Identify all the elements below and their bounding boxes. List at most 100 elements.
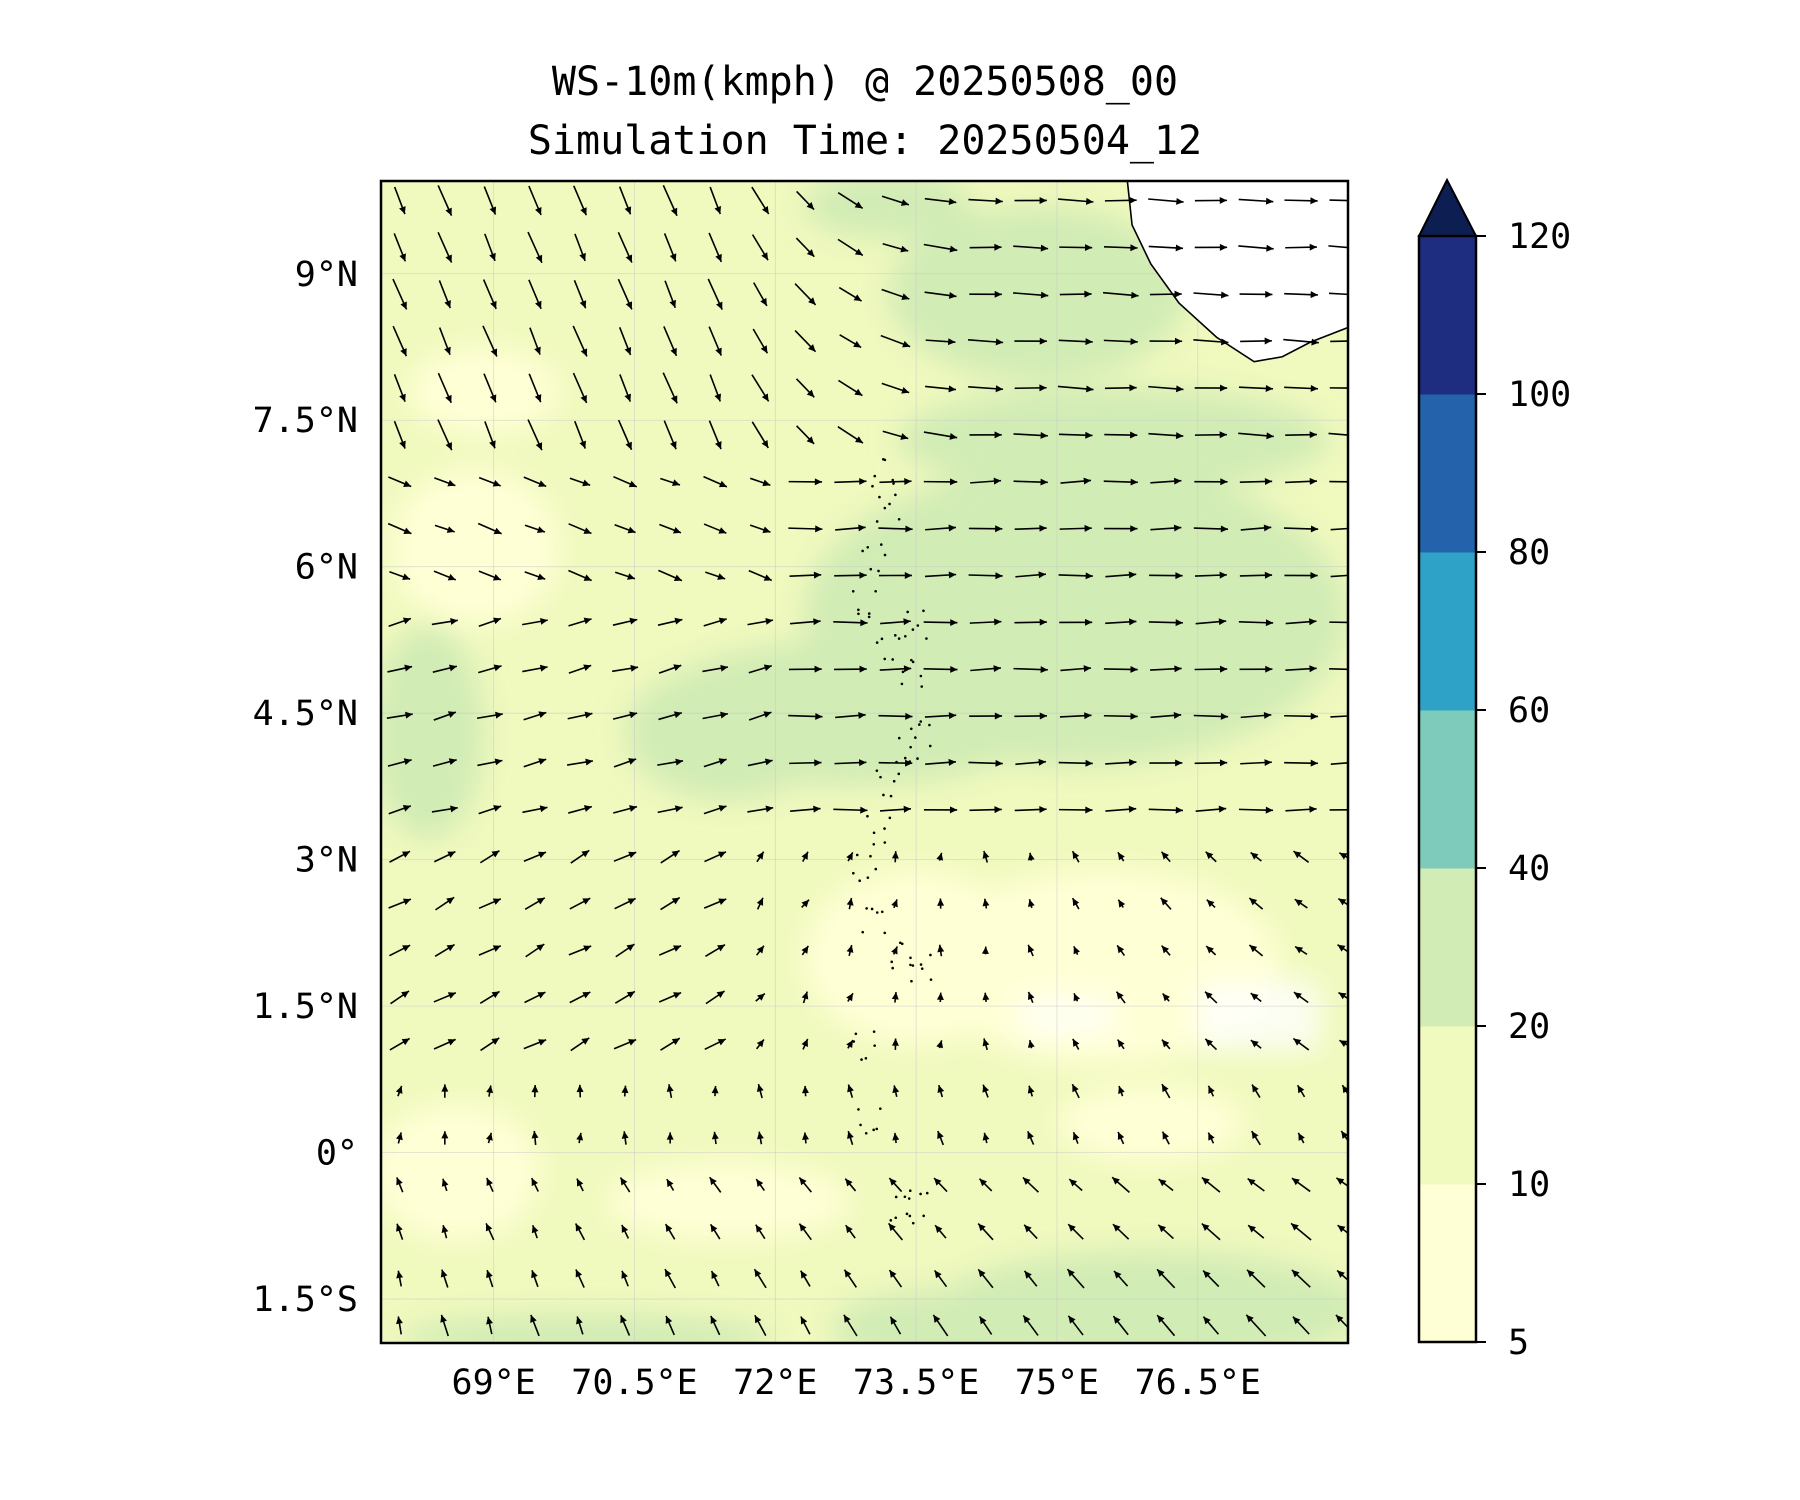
wind-arrow (878, 712, 913, 720)
wind-arrow (1023, 1224, 1038, 1240)
wind-arrow-head (949, 433, 958, 440)
wind-arrow (1027, 852, 1035, 861)
wind-arrow (937, 1130, 945, 1146)
wind-arrow-head (995, 759, 1003, 767)
wind-arrow-head (620, 1177, 628, 1186)
wind-arrow (788, 665, 822, 673)
atoll-dot (894, 1195, 898, 1199)
wind-arrow (708, 232, 723, 263)
wind-arrow (705, 571, 726, 580)
wind-arrow-head (853, 294, 862, 302)
wind-arrow (617, 231, 633, 263)
wind-arrow-head (1040, 431, 1048, 439)
wind-arrow-head (979, 1316, 987, 1325)
wind-arrow-head (1040, 666, 1048, 674)
atoll-dot (911, 628, 915, 631)
wind-arrow-head (494, 758, 503, 766)
wind-arrow (982, 898, 990, 909)
wind-arrow (891, 851, 899, 863)
wind-arrow-head (717, 851, 726, 859)
wind-arrow-head (994, 290, 1002, 298)
wind-arrow (933, 1269, 948, 1288)
wind-arrow-head (1250, 993, 1259, 1001)
wind-arrow (1336, 1269, 1348, 1282)
atoll-dot (891, 658, 895, 661)
wind-arrow-head (447, 1039, 456, 1046)
atoll-dot (880, 910, 884, 914)
wind-arrow (880, 618, 911, 626)
wind-arrow-head (666, 1132, 674, 1140)
atoll-dot (877, 569, 880, 573)
wind-arrow-head (396, 1223, 403, 1232)
wind-arrow (441, 1178, 449, 1192)
atoll-dot (888, 816, 892, 820)
wind-arrow (1284, 291, 1318, 299)
wind-arrow (1338, 991, 1348, 1000)
wind-arrow (1116, 944, 1126, 957)
wind-arrow-head (900, 245, 909, 253)
wind-arrow (794, 330, 817, 353)
wind-arrow-head (1294, 899, 1303, 907)
atoll-dot (890, 960, 894, 964)
wind-arrow (523, 758, 547, 768)
wind-arrow (524, 897, 546, 911)
wind-arrow-head (1039, 524, 1047, 532)
wind-arrow-head (714, 393, 721, 402)
wind-arrow (837, 192, 864, 210)
wind-arrow (970, 665, 1001, 673)
wind-arrow (388, 805, 412, 815)
wind-arrow (1250, 992, 1262, 1003)
wind-arrow-head (891, 1038, 899, 1046)
wind-arrow (396, 1270, 404, 1287)
wind-arrow-head (936, 852, 944, 861)
wind-arrow-head (1129, 758, 1137, 766)
wind-arrow-head (1072, 851, 1080, 860)
atoll-dot (857, 608, 860, 612)
wind-arrow (433, 570, 457, 581)
wind-arrow-head (1336, 1177, 1345, 1185)
wind-arrow (834, 571, 867, 579)
wind-arrow (528, 373, 542, 403)
wind-arrow (570, 1037, 590, 1052)
wind-arrow (613, 475, 638, 488)
wind-arrow-head (671, 850, 680, 858)
wind-arrow (524, 571, 546, 581)
wind-arrow-head (1310, 572, 1318, 580)
atoll-dot (875, 1127, 879, 1131)
wind-arrow-head (489, 252, 496, 261)
wind-arrow-head (1219, 431, 1227, 439)
wind-arrow-head (1201, 1177, 1210, 1185)
wind-arrow (937, 944, 945, 957)
wind-arrow (531, 1225, 539, 1239)
atoll-dot (911, 1221, 915, 1225)
map-title-line-1: WS-10m(kmph) @ 20250508_00 (552, 59, 1178, 105)
atoll-dot (880, 637, 884, 641)
wind-arrow (387, 522, 412, 535)
wind-arrow (613, 851, 637, 862)
wind-arrow (1293, 850, 1310, 863)
wind-arrow (395, 1085, 403, 1097)
wind-arrow (658, 945, 682, 956)
wind-arrow (1162, 992, 1170, 1002)
atoll-dot (900, 682, 904, 686)
wind-arrow-head (535, 442, 543, 451)
wind-arrow (707, 278, 723, 310)
wind-arrow (615, 943, 635, 958)
wind-arrow-head (404, 664, 413, 672)
wind-arrow-head (536, 526, 545, 533)
wind-arrow-head (1161, 1084, 1169, 1093)
wind-arrow-head (806, 389, 815, 398)
wind-arrow-head (576, 1316, 583, 1325)
wind-arrow-shaft (1328, 432, 1348, 436)
wind-arrow (752, 328, 769, 354)
colorbar-tick-label: 100 (1508, 375, 1571, 415)
wind-arrow-head (949, 806, 958, 814)
wind-arrow-head (1117, 1131, 1125, 1140)
wind-arrow-head (400, 348, 407, 357)
wind-arrow (796, 425, 815, 445)
atoll-dot (909, 745, 912, 749)
wind-arrow (1193, 291, 1229, 299)
wind-arrow-head (1040, 291, 1049, 299)
wind-arrow (882, 242, 909, 253)
latitude-tick-label: 3°N (295, 841, 358, 881)
